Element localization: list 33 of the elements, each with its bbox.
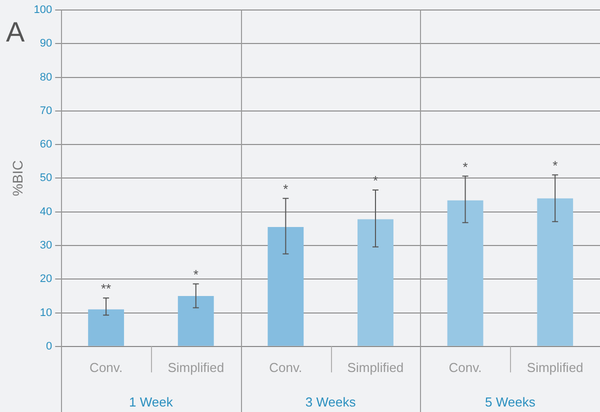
- y-tick-label: 0: [46, 340, 52, 352]
- text: A: [6, 16, 25, 48]
- data-label: *: [552, 158, 558, 173]
- bar: [447, 200, 484, 346]
- y-tick-label: 40: [40, 206, 52, 218]
- text: 5 Weeks: [485, 394, 536, 410]
- bar: [88, 309, 124, 346]
- data-label: *: [193, 266, 198, 282]
- y-tick-label: 90: [40, 38, 52, 50]
- text: 1 Week: [129, 394, 174, 410]
- bar: [358, 219, 394, 346]
- y-tick-label: 10: [40, 306, 52, 319]
- data-label: **: [100, 281, 112, 296]
- x-tick-label: Simplified: [168, 360, 224, 375]
- y-tick-label: 20: [40, 273, 52, 286]
- bar: [178, 296, 214, 346]
- y-tick-label: 50: [40, 172, 52, 184]
- bar: [537, 198, 574, 346]
- y-tick-label: 70: [40, 104, 52, 117]
- x-tick-label: Conv.: [90, 360, 123, 375]
- y-axis-title: %BIC: [9, 160, 26, 196]
- x-tick-label: Conv.: [448, 360, 482, 375]
- data-label: *: [462, 159, 468, 174]
- y-tick-label: 60: [40, 138, 52, 151]
- text: 3 Weeks: [305, 394, 356, 410]
- y-tick-label: 80: [40, 71, 52, 84]
- y-tick-label: 30: [40, 240, 52, 252]
- x-tick-label: Conv.: [269, 360, 302, 375]
- bar: [268, 226, 304, 346]
- x-tick-label: Simplified: [526, 360, 584, 375]
- data-label: *: [283, 181, 288, 196]
- y-tick-label: 100: [34, 4, 52, 16]
- x-tick-label: Simplified: [347, 360, 404, 375]
